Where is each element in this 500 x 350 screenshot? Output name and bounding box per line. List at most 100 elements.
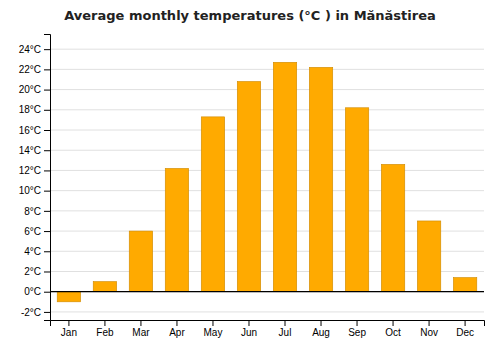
y-tick-mark xyxy=(44,150,50,151)
y-tick: 24°C xyxy=(19,44,50,55)
x-tick: Mar xyxy=(132,320,150,338)
x-tick-label: Jun xyxy=(241,327,257,338)
x-tick-label: Apr xyxy=(169,327,185,338)
x-axis-line xyxy=(51,321,485,327)
y-tick-mark xyxy=(44,312,50,313)
x-tick-label: Mar xyxy=(132,327,150,338)
grid-line xyxy=(50,69,484,70)
y-tick-label: 8°C xyxy=(24,206,41,217)
y-tick: 2°C xyxy=(24,266,50,277)
y-tick: 0°C xyxy=(24,286,50,297)
y-tick-mark xyxy=(44,110,50,111)
bar xyxy=(93,282,116,292)
x-tick-label: Feb xyxy=(96,327,114,338)
grid-line xyxy=(50,190,484,191)
y-tick-mark xyxy=(44,251,50,252)
x-tick: Jan xyxy=(61,320,77,338)
x-axis: Jan Feb Mar Apr May Jun Jul Aug Sep Oct Nov Dec xyxy=(51,320,485,338)
bars xyxy=(50,62,484,302)
x-tick-mark xyxy=(321,320,322,326)
y-tick: 14°C xyxy=(19,145,50,156)
y-tick: 22°C xyxy=(19,64,50,75)
x-tick-mark xyxy=(212,320,213,326)
grid-line xyxy=(50,291,484,292)
y-tick-label: 14°C xyxy=(19,145,41,156)
bar xyxy=(453,278,476,292)
grid-line xyxy=(50,210,484,211)
y-tick-mark xyxy=(44,211,50,212)
x-tick: May xyxy=(204,320,223,338)
x-tick: Sep xyxy=(348,320,366,338)
x-tick-mark xyxy=(393,320,394,326)
x-tick: Aug xyxy=(312,320,330,338)
x-tick-label: May xyxy=(204,327,223,338)
y-tick-mark xyxy=(44,170,50,171)
x-tick: Jun xyxy=(241,320,257,338)
y-tick-label: 6°C xyxy=(24,226,41,237)
x-tick-label: Dec xyxy=(456,327,474,338)
y-axis: -2°C0°C2°C4°C6°C8°C10°C12°C14°C16°C18°C2… xyxy=(19,35,51,321)
y-tick-label: 22°C xyxy=(19,64,41,75)
bar xyxy=(201,117,224,292)
bar xyxy=(57,292,80,302)
bar xyxy=(129,231,152,292)
y-tick-label: 20°C xyxy=(19,84,41,95)
y-tick: 12°C xyxy=(19,165,50,176)
x-tick-label: Aug xyxy=(312,327,330,338)
y-tick-mark xyxy=(44,130,50,131)
x-tick: Oct xyxy=(385,320,401,338)
x-tick-mark xyxy=(104,320,105,326)
grid-line xyxy=(50,109,484,110)
x-tick-mark xyxy=(248,320,249,326)
y-tick-label: 16°C xyxy=(19,125,41,136)
x-tick: Feb xyxy=(96,320,114,338)
grid-line xyxy=(50,150,484,151)
bar xyxy=(381,164,404,291)
y-tick: 6°C xyxy=(24,226,50,237)
y-tick-label: 18°C xyxy=(19,104,41,115)
x-tick-label: Jan xyxy=(61,327,77,338)
x-tick: Jul xyxy=(279,320,292,338)
x-tick-mark xyxy=(429,320,430,326)
y-tick-mark xyxy=(44,231,50,232)
bar xyxy=(273,62,296,291)
y-tick-mark xyxy=(44,271,50,272)
chart: Average monthly temperatures (°C ) in Mă… xyxy=(0,0,500,350)
y-tick-mark xyxy=(44,191,50,192)
bar xyxy=(345,108,368,292)
y-tick: 18°C xyxy=(19,104,50,115)
y-tick-label: 2°C xyxy=(24,266,41,277)
y-tick-mark xyxy=(44,90,50,91)
y-tick: 20°C xyxy=(19,84,50,95)
bar xyxy=(309,67,332,291)
x-tick-label: Sep xyxy=(348,327,366,338)
y-tick-mark xyxy=(44,49,50,50)
x-tick-mark xyxy=(357,320,358,326)
x-tick-mark xyxy=(68,320,69,326)
grid xyxy=(50,49,484,312)
y-tick-mark xyxy=(44,292,50,293)
y-tick: -2°C xyxy=(21,307,50,318)
x-tick-mark xyxy=(140,320,141,326)
y-tick: 10°C xyxy=(19,185,50,196)
x-tick: Nov xyxy=(420,320,438,338)
y-axis-line xyxy=(44,35,51,321)
y-tick-label: -2°C xyxy=(21,307,41,318)
x-tick-mark xyxy=(465,320,466,326)
x-tick: Dec xyxy=(456,320,474,338)
grid-line xyxy=(50,130,484,131)
y-tick-label: 12°C xyxy=(19,165,41,176)
grid-line xyxy=(50,89,484,90)
bar xyxy=(165,168,188,291)
y-tick-mark xyxy=(44,69,50,70)
plot: -2°C0°C2°C4°C6°C8°C10°C12°C14°C16°C18°C2… xyxy=(19,35,485,339)
zero-line xyxy=(50,291,484,292)
x-tick-label: Oct xyxy=(385,327,401,338)
grid-line xyxy=(50,170,484,171)
x-tick-mark xyxy=(285,320,286,326)
x-tick-label: Jul xyxy=(279,327,292,338)
grid-line xyxy=(50,311,484,312)
grid-line xyxy=(50,49,484,50)
y-tick-label: 24°C xyxy=(19,44,41,55)
x-tick-label: Nov xyxy=(420,327,438,338)
